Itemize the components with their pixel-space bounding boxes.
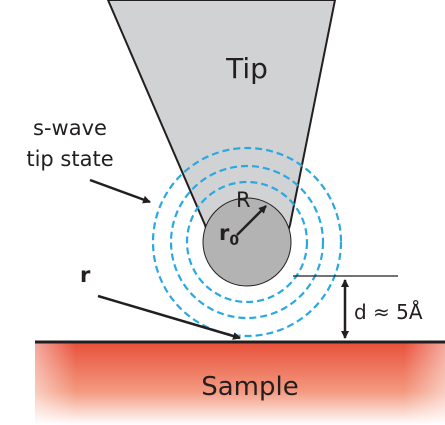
wave-circles bbox=[151, 146, 343, 338]
tip-apex bbox=[202, 197, 292, 287]
radius-label: R bbox=[236, 188, 251, 212]
annotation-arrow bbox=[89, 178, 151, 204]
annotation-line: s-wave bbox=[33, 116, 107, 140]
distance-label: d ≈ 5Å bbox=[354, 300, 423, 324]
center-label: r0 bbox=[219, 221, 239, 249]
wave-circle bbox=[169, 164, 325, 320]
sample-label: Sample bbox=[201, 372, 299, 402]
wave-circle bbox=[185, 180, 309, 304]
position-arrow bbox=[97, 294, 241, 340]
annotation-line: tip state bbox=[26, 147, 113, 171]
position-label: r bbox=[80, 263, 91, 287]
tip-label: Tip bbox=[225, 52, 268, 85]
center-subscript: 0 bbox=[229, 233, 239, 249]
center-base: r bbox=[219, 221, 230, 245]
radius-arrow bbox=[236, 205, 267, 236]
sample-fade bbox=[35, 342, 445, 425]
wave-circle bbox=[151, 146, 343, 338]
